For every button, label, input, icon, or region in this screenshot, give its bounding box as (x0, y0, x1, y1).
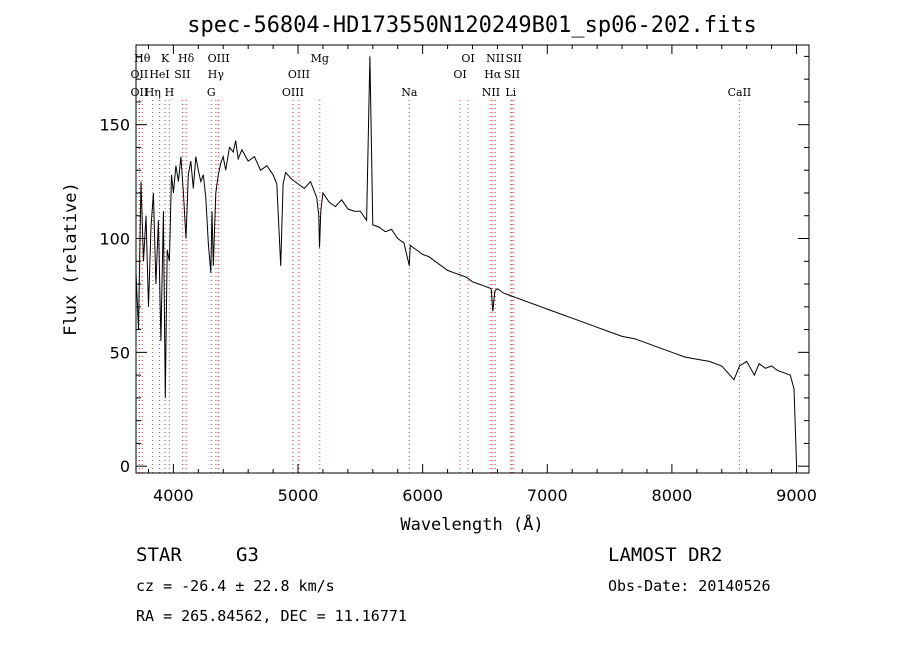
line-marker-label: OIII (208, 52, 230, 65)
y-axis-label: Flux (relative) (61, 182, 81, 336)
line-marker-label: SII (174, 68, 190, 81)
line-marker-label: Li (505, 86, 516, 99)
line-marker-label: Mg (311, 52, 329, 65)
line-marker-label: SII (506, 52, 522, 65)
chart-title: spec-56804-HD173550N120249B01_sp06-202.f… (187, 13, 757, 38)
spectrum-series (135, 56, 797, 464)
line-marker-label: OI (453, 68, 466, 81)
line-marker-label: NII (482, 86, 500, 99)
redshift-text: cz = -26.4 ± 22.8 km/s (136, 577, 335, 595)
line-marker-label: Na (401, 86, 418, 99)
x-tick-label: 5000 (278, 486, 319, 505)
line-marker-label: Hδ (178, 52, 195, 65)
y-tick-label: 150 (99, 116, 130, 135)
line-marker-label: Hγ (208, 68, 225, 81)
spectrum-line (135, 56, 797, 464)
y-axis-ticks: 0 50 100 150 (99, 55, 809, 476)
x-axis-label: Wavelength (Å) (400, 513, 543, 535)
x-tick-label: 4000 (153, 486, 194, 505)
survey-name: LAMOST DR2 (608, 544, 722, 566)
line-marker-label: Hα (484, 68, 502, 81)
x-tick-label: 8000 (652, 486, 693, 505)
line-marker-label: H (165, 86, 175, 99)
y-tick-label: 50 (110, 343, 130, 362)
x-tick-label: 7000 (527, 486, 568, 505)
x-tick-label: 9000 (776, 486, 817, 505)
line-marker-label: Hη (145, 86, 161, 99)
line-marker-label: OII (131, 86, 149, 99)
line-marker-label: OI (461, 52, 474, 65)
observation-date: Obs-Date: 20140526 (608, 577, 771, 595)
line-marker-label: NII (486, 52, 504, 65)
line-marker-label: Hθ (134, 52, 151, 65)
line-marker-label: K (161, 52, 170, 65)
y-tick-label: 100 (99, 230, 130, 249)
line-marker-label: OIII (288, 68, 310, 81)
line-marker-label: OII (131, 68, 149, 81)
line-marker-label: CaII (728, 86, 752, 99)
object-subclass: G3 (236, 544, 259, 566)
line-marker-labels: OIIOIIHθHηHeIKHSIIHδGHγOIIIOIIIOIIIMgNaO… (131, 52, 752, 99)
line-marker-label: HeI (149, 68, 169, 81)
x-tick-label: 6000 (402, 486, 443, 505)
line-marker-label: SII (504, 68, 520, 81)
x-axis-ticks: 4000 5000 6000 7000 8000 9000 (147, 45, 817, 505)
line-marker-label: OIII (282, 86, 304, 99)
y-tick-label: 0 (120, 457, 130, 476)
coordinates-text: RA = 265.84562, DEC = 11.16771 (136, 607, 407, 625)
line-markers (138, 100, 740, 473)
object-class: STAR (136, 544, 182, 566)
plot-frame (135, 44, 810, 474)
line-marker-label: G (207, 86, 216, 99)
